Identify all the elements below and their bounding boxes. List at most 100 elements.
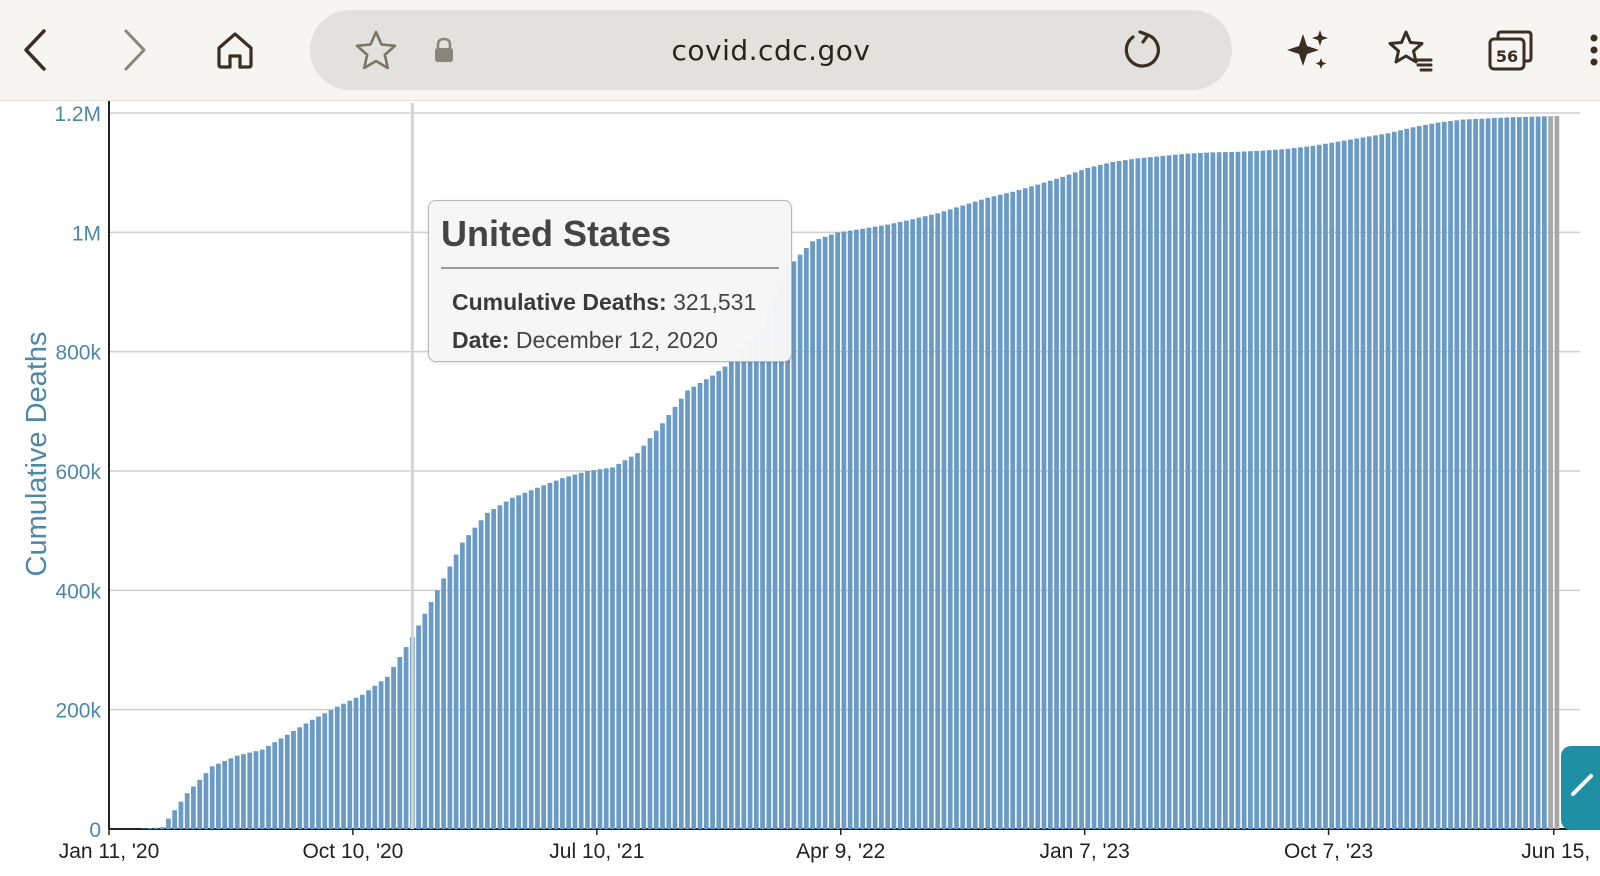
chart-bar[interactable]: [310, 720, 315, 829]
chart-bar[interactable]: [1142, 158, 1147, 829]
chart-bar[interactable]: [885, 225, 890, 829]
chart-bar[interactable]: [485, 513, 490, 829]
chart-bar[interactable]: [654, 431, 659, 829]
chart-bar[interactable]: [1448, 121, 1453, 829]
menu-icon[interactable]: [1588, 30, 1600, 70]
chart-bar[interactable]: [1367, 136, 1372, 829]
chart-bar[interactable]: [560, 478, 565, 829]
chart-bar[interactable]: [1523, 117, 1528, 829]
chart-bar[interactable]: [185, 793, 190, 829]
chart-bar[interactable]: [1042, 183, 1047, 829]
chart-bar[interactable]: [566, 476, 571, 829]
chart-bar[interactable]: [304, 724, 309, 829]
chart-bar[interactable]: [1473, 119, 1478, 829]
chart-bar[interactable]: [992, 196, 997, 829]
favorites-list-icon[interactable]: [1384, 25, 1436, 77]
chart-bar[interactable]: [241, 754, 246, 829]
chart-bar[interactable]: [1286, 149, 1291, 829]
chart-bar[interactable]: [1436, 123, 1441, 829]
chart-bar[interactable]: [641, 446, 646, 829]
chart-bar[interactable]: [222, 761, 227, 829]
chart-bar[interactable]: [904, 221, 909, 829]
chart-bar[interactable]: [579, 473, 584, 829]
chart-bar[interactable]: [172, 810, 177, 829]
chart-bar[interactable]: [454, 555, 459, 829]
chart-bar[interactable]: [516, 495, 521, 829]
chart-bar[interactable]: [610, 467, 615, 829]
tabs-icon[interactable]: 56: [1484, 25, 1538, 77]
chart-bar[interactable]: [573, 475, 578, 829]
chart-bar[interactable]: [1192, 153, 1197, 829]
chart-bar[interactable]: [892, 223, 897, 829]
scroll-to-top-button[interactable]: [1561, 746, 1600, 830]
chart-bar[interactable]: [179, 802, 184, 829]
chart-bar[interactable]: [1317, 145, 1322, 829]
chart-bar[interactable]: [341, 704, 346, 829]
chart-bar[interactable]: [1204, 153, 1209, 829]
chart-bar[interactable]: [1511, 117, 1516, 829]
chart-bar[interactable]: [773, 298, 778, 829]
chart-bar[interactable]: [1217, 152, 1222, 829]
chart-bar[interactable]: [379, 681, 384, 829]
chart-bar[interactable]: [1392, 132, 1397, 829]
chart-bar[interactable]: [1117, 161, 1122, 829]
chart-bar[interactable]: [741, 350, 746, 829]
chart-bar[interactable]: [1229, 152, 1234, 829]
chart-bar[interactable]: [979, 200, 984, 829]
chart-bar[interactable]: [816, 239, 821, 829]
chart-bar[interactable]: [967, 204, 972, 829]
chart-bar[interactable]: [873, 227, 878, 829]
chart-bar[interactable]: [1167, 155, 1172, 829]
chart-bar[interactable]: [1261, 151, 1266, 829]
chart-bar[interactable]: [1498, 118, 1503, 829]
chart-bar[interactable]: [1323, 144, 1328, 829]
chart-bar[interactable]: [1542, 116, 1547, 829]
chart-bar[interactable]: [1354, 139, 1359, 829]
chart-bar[interactable]: [1110, 162, 1115, 829]
chart-bar[interactable]: [954, 207, 959, 829]
chart-bar[interactable]: [216, 764, 221, 829]
chart-bar[interactable]: [898, 222, 903, 829]
chart-bar[interactable]: [1467, 119, 1472, 829]
chart-bar[interactable]: [760, 328, 765, 829]
chart-bar[interactable]: [1085, 168, 1090, 829]
chart-bar[interactable]: [973, 202, 978, 829]
chart-bar[interactable]: [1529, 117, 1534, 829]
chart-bar[interactable]: [1073, 172, 1078, 829]
chart-bar[interactable]: [160, 827, 165, 829]
chart-bar[interactable]: [1123, 160, 1128, 829]
chart-bar[interactable]: [879, 226, 884, 829]
chart-bar[interactable]: [860, 229, 865, 829]
chart-bar[interactable]: [998, 195, 1003, 829]
chart-bar[interactable]: [660, 423, 665, 829]
chart-bar[interactable]: [147, 828, 152, 829]
chart-bar[interactable]: [598, 469, 603, 829]
chart-bar[interactable]: [1423, 125, 1428, 829]
chart-bar[interactable]: [698, 383, 703, 829]
chart-bar[interactable]: [1361, 137, 1366, 829]
chart-bar[interactable]: [260, 750, 265, 829]
chart-bar[interactable]: [679, 399, 684, 829]
chart-bar[interactable]: [204, 773, 209, 829]
chart-bar[interactable]: [710, 376, 715, 829]
chart-bar[interactable]: [798, 255, 803, 829]
chart-bar[interactable]: [491, 509, 496, 829]
chart-bar[interactable]: [197, 780, 202, 829]
chart-bar[interactable]: [366, 690, 371, 829]
chart-bar[interactable]: [554, 481, 559, 829]
chart-bar[interactable]: [210, 766, 215, 829]
chart-bar[interactable]: [1054, 179, 1059, 829]
chart-bar[interactable]: [1279, 149, 1284, 829]
chart-bar[interactable]: [648, 438, 653, 829]
chart-bar[interactable]: [229, 758, 234, 829]
chart-bar[interactable]: [1342, 141, 1347, 829]
chart-bar[interactable]: [354, 698, 359, 829]
chart-bar[interactable]: [942, 211, 947, 829]
chart-bar[interactable]: [1329, 143, 1334, 829]
chart-bar[interactable]: [935, 213, 940, 829]
chart-bar[interactable]: [1304, 147, 1309, 829]
back-arrow-icon[interactable]: [10, 25, 60, 75]
chart-bar[interactable]: [1398, 130, 1403, 829]
chart-bar[interactable]: [985, 198, 990, 829]
chart-bar[interactable]: [823, 237, 828, 829]
